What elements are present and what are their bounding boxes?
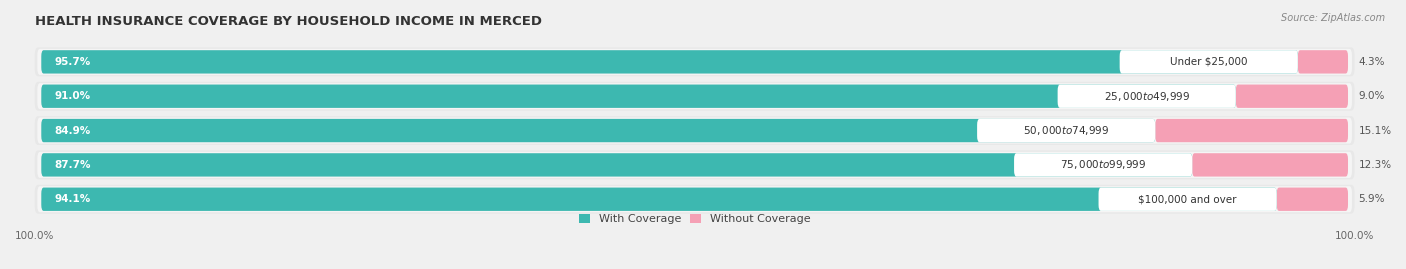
FancyBboxPatch shape — [41, 50, 1298, 73]
Text: 4.3%: 4.3% — [1358, 57, 1385, 67]
Text: 95.7%: 95.7% — [55, 57, 91, 67]
FancyBboxPatch shape — [41, 153, 1192, 176]
Text: 5.9%: 5.9% — [1358, 194, 1385, 204]
Legend: With Coverage, Without Coverage: With Coverage, Without Coverage — [574, 210, 815, 229]
FancyBboxPatch shape — [41, 119, 1156, 142]
FancyBboxPatch shape — [41, 187, 1277, 211]
FancyBboxPatch shape — [1156, 119, 1348, 142]
Text: 9.0%: 9.0% — [1358, 91, 1385, 101]
FancyBboxPatch shape — [1298, 50, 1348, 73]
Text: 15.1%: 15.1% — [1358, 126, 1392, 136]
FancyBboxPatch shape — [35, 185, 1354, 214]
FancyBboxPatch shape — [38, 83, 1353, 109]
Text: 12.3%: 12.3% — [1358, 160, 1392, 170]
Text: $25,000 to $49,999: $25,000 to $49,999 — [1104, 90, 1189, 103]
Text: $50,000 to $74,999: $50,000 to $74,999 — [1024, 124, 1109, 137]
Text: Under $25,000: Under $25,000 — [1170, 57, 1247, 67]
Text: 84.9%: 84.9% — [55, 126, 91, 136]
FancyBboxPatch shape — [35, 82, 1354, 111]
FancyBboxPatch shape — [1057, 84, 1236, 108]
FancyBboxPatch shape — [38, 152, 1353, 178]
FancyBboxPatch shape — [1236, 84, 1348, 108]
FancyBboxPatch shape — [1277, 187, 1348, 211]
FancyBboxPatch shape — [1119, 50, 1298, 73]
Text: Source: ZipAtlas.com: Source: ZipAtlas.com — [1281, 13, 1385, 23]
Text: $75,000 to $99,999: $75,000 to $99,999 — [1060, 158, 1146, 171]
FancyBboxPatch shape — [38, 186, 1353, 212]
FancyBboxPatch shape — [1014, 153, 1192, 176]
FancyBboxPatch shape — [38, 118, 1353, 144]
Text: HEALTH INSURANCE COVERAGE BY HOUSEHOLD INCOME IN MERCED: HEALTH INSURANCE COVERAGE BY HOUSEHOLD I… — [35, 15, 541, 28]
FancyBboxPatch shape — [977, 119, 1156, 142]
Text: 87.7%: 87.7% — [55, 160, 91, 170]
Text: 91.0%: 91.0% — [55, 91, 90, 101]
FancyBboxPatch shape — [1098, 187, 1277, 211]
Text: 94.1%: 94.1% — [55, 194, 91, 204]
Text: $100,000 and over: $100,000 and over — [1139, 194, 1237, 204]
FancyBboxPatch shape — [38, 49, 1353, 75]
FancyBboxPatch shape — [41, 84, 1236, 108]
FancyBboxPatch shape — [35, 150, 1354, 179]
FancyBboxPatch shape — [35, 116, 1354, 145]
FancyBboxPatch shape — [35, 47, 1354, 76]
FancyBboxPatch shape — [1192, 153, 1348, 176]
